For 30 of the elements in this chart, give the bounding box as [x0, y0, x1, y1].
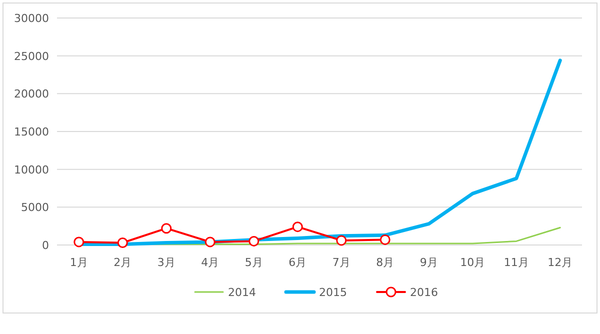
x-tick-label: 9月: [420, 256, 438, 269]
x-tick-label: 5月: [244, 256, 263, 269]
y-tick-label: 20000: [14, 88, 49, 101]
y-tick-label: 15000: [14, 126, 49, 138]
point: [248, 236, 260, 246]
point: [336, 235, 347, 246]
point: [74, 236, 84, 248]
x-tick-label: 3月: [157, 256, 176, 269]
legend-label: 2014: [228, 286, 256, 299]
x-tick-label: 11月: [504, 256, 529, 269]
point: [161, 223, 172, 234]
x-tick-label: 2月: [114, 256, 132, 269]
x-tick-label: 8月: [376, 256, 394, 269]
x-tick-label: 12月: [548, 256, 573, 269]
point: [292, 222, 303, 232]
y-tick-label: 5000: [21, 201, 49, 214]
x-tick-label: 1月: [70, 256, 88, 269]
x-tick-label: 7月: [332, 256, 350, 269]
point: [380, 234, 390, 245]
x-tick-label: 10月: [460, 256, 486, 269]
x-tick-label: 6月: [288, 256, 307, 269]
y-tick-label: 30000: [14, 12, 49, 25]
point: [117, 237, 128, 248]
legend-label: 2016: [410, 286, 438, 299]
legend-label: 2015: [319, 286, 347, 299]
point: [204, 236, 216, 248]
x-tick-label: 4月: [201, 256, 220, 269]
y-tick-label: 0: [42, 239, 49, 252]
y-tick-label: 25000: [14, 50, 49, 63]
y-tick-label: 10000: [14, 163, 49, 176]
